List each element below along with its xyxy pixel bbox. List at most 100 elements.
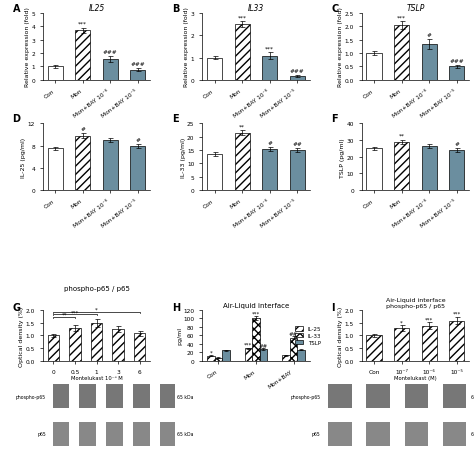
Text: H: H <box>172 303 180 313</box>
Title: IL33: IL33 <box>248 4 264 13</box>
Text: #: # <box>427 33 432 38</box>
Bar <box>366 149 382 191</box>
Y-axis label: Relative expression (fold): Relative expression (fold) <box>184 7 189 87</box>
Bar <box>328 422 352 446</box>
Text: ##: ## <box>289 331 298 336</box>
Text: #: # <box>136 138 140 142</box>
Bar <box>421 147 437 191</box>
Bar <box>53 384 69 408</box>
Bar <box>260 349 267 361</box>
Bar <box>235 25 250 81</box>
Text: A: A <box>12 4 20 14</box>
Bar <box>69 328 81 361</box>
Text: ###: ### <box>131 62 145 67</box>
Bar <box>297 350 305 361</box>
Y-axis label: Optical density (%): Optical density (%) <box>338 306 343 366</box>
Text: #: # <box>80 126 85 131</box>
Bar <box>106 422 123 446</box>
Text: ***: *** <box>252 311 260 316</box>
Text: 65 kDa: 65 kDa <box>471 394 474 399</box>
Bar <box>449 151 465 191</box>
Bar <box>130 71 146 81</box>
Bar <box>366 336 382 361</box>
Text: ***: *** <box>71 310 79 314</box>
Bar <box>103 60 118 81</box>
Bar <box>160 384 177 408</box>
Y-axis label: IL-25 (pg/ml): IL-25 (pg/ml) <box>21 138 26 177</box>
Bar <box>235 133 250 191</box>
Text: ***: *** <box>78 22 87 27</box>
Bar <box>222 350 229 361</box>
Text: ***: *** <box>244 342 253 347</box>
Bar <box>215 358 222 361</box>
Y-axis label: Optical density (%): Optical density (%) <box>19 306 24 366</box>
Bar <box>75 31 91 81</box>
Bar <box>207 356 215 361</box>
Bar <box>449 67 465 81</box>
Title: phospho-p65 / p65: phospho-p65 / p65 <box>64 286 129 292</box>
Y-axis label: Relative expression (fold): Relative expression (fold) <box>338 7 343 87</box>
Bar <box>290 338 297 361</box>
Bar <box>262 56 277 81</box>
Title: TSLP: TSLP <box>406 4 425 13</box>
Bar <box>421 44 437 81</box>
Bar <box>47 67 63 81</box>
Text: *: * <box>95 307 98 312</box>
Bar <box>405 422 428 446</box>
Text: B: B <box>172 4 179 14</box>
Bar <box>366 384 390 408</box>
Bar <box>130 146 146 191</box>
Bar <box>134 334 146 361</box>
Text: ###: ### <box>290 69 305 74</box>
Text: ###: ### <box>449 58 464 63</box>
Bar <box>421 326 437 361</box>
Text: p65: p65 <box>37 432 46 437</box>
Bar <box>103 141 118 191</box>
Bar <box>106 384 123 408</box>
Title: Air-Liquid interface: Air-Liquid interface <box>223 302 289 308</box>
Text: **: ** <box>239 124 245 129</box>
Bar <box>53 422 69 446</box>
Text: ##: ## <box>259 343 268 348</box>
Text: ###: ### <box>103 50 118 55</box>
Title: Air-Liquid interface
phospho-p65 / p65: Air-Liquid interface phospho-p65 / p65 <box>385 298 445 308</box>
Bar <box>47 336 59 361</box>
Text: *: * <box>400 319 403 325</box>
Legend: IL-25, IL-33, TSLP: IL-25, IL-33, TSLP <box>295 326 321 345</box>
Bar <box>328 384 352 408</box>
Bar <box>443 384 466 408</box>
Text: *: * <box>210 350 212 355</box>
Bar <box>160 422 177 446</box>
Bar <box>394 26 409 81</box>
Bar <box>133 422 150 446</box>
Text: I: I <box>331 303 335 313</box>
Bar <box>262 150 277 191</box>
Text: ***: *** <box>453 311 461 316</box>
Title: IL25: IL25 <box>88 4 105 13</box>
Text: **: ** <box>62 312 67 317</box>
Text: D: D <box>12 114 20 124</box>
Text: F: F <box>331 114 338 124</box>
Text: 65 kDa: 65 kDa <box>471 432 474 437</box>
Text: ##: ## <box>292 142 302 147</box>
Text: p65: p65 <box>312 432 321 437</box>
Bar <box>290 151 305 191</box>
Bar <box>80 384 96 408</box>
Bar <box>47 149 63 191</box>
Bar <box>112 329 124 361</box>
Text: ***: *** <box>265 46 274 51</box>
Text: E: E <box>172 114 179 124</box>
Text: #: # <box>455 142 459 147</box>
Bar <box>405 384 428 408</box>
Text: C: C <box>331 4 338 14</box>
X-axis label: Montelukast (M): Montelukast (M) <box>394 375 437 380</box>
Y-axis label: pg/ml: pg/ml <box>177 327 182 344</box>
Bar <box>207 155 222 191</box>
Text: 65 kDa: 65 kDa <box>177 394 193 399</box>
Text: 65 kDa: 65 kDa <box>177 432 193 437</box>
Bar <box>394 143 409 191</box>
Bar <box>133 384 150 408</box>
Text: **: ** <box>399 133 405 138</box>
Text: #: # <box>267 141 272 145</box>
Text: ***: *** <box>237 15 246 20</box>
